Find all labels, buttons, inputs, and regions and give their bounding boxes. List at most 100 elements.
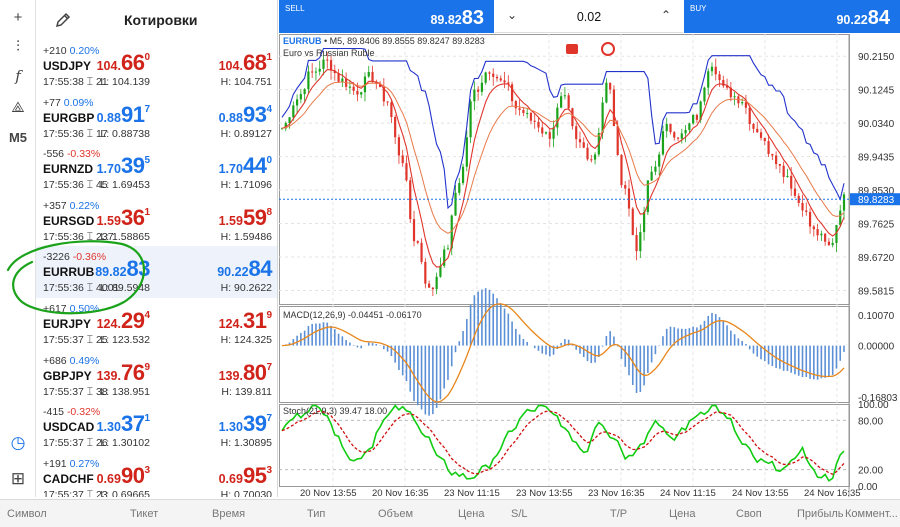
macd-tick-label: 0.10070 [858,311,895,322]
low-value: L: 0.69665 [100,488,150,497]
indicators-icon[interactable]: f [15,67,21,85]
price-pip-digit: 3 [266,464,272,476]
bid-price[interactable]: 104.660 [97,50,150,76]
sell-button[interactable]: SELL 89.8283 [279,0,494,33]
bid-price[interactable]: 89.8283 [95,256,150,282]
candle-body [710,66,714,72]
candle-body [295,99,299,106]
bid-price[interactable]: 124.294 [97,308,150,334]
ask-price[interactable]: 1.30397 [219,411,272,437]
column-header[interactable]: T/P [610,508,628,520]
bid-price[interactable]: 1.70395 [97,153,150,179]
price-prefix: 124. [96,317,121,331]
edit-pencil-icon[interactable] [54,11,72,29]
chart-description: Euro vs Russian Ruble [283,48,375,58]
quote-row[interactable]: +191 0.27% CADCHF 17:55:37 ⌶ 23 0.69903 0.69… [36,453,277,497]
macd-tick-label: 0.00000 [858,342,895,353]
price-pip-digit: 3 [144,464,150,476]
column-header[interactable]: Время [212,508,246,520]
price-big-digits: 66 [120,50,145,75]
price-big-digits: 68 [242,50,267,75]
change-percent: 0.50% [69,303,100,315]
add-window-icon[interactable]: ⊞ [10,469,26,488]
quote-row[interactable]: -3226 -0.36% EURRUB 17:55:36 ⌶ 4001 89.8283… [36,246,277,299]
candlestick-chart-icon[interactable]: ⫶ [16,37,20,55]
buy-button[interactable]: BUY 90.2284 [684,0,900,33]
candle-body [703,87,706,102]
volume-increase-icon[interactable]: ⌃ [660,8,671,22]
ask-price[interactable]: 104.681 [219,50,272,76]
candle-body [601,102,604,133]
ask-price[interactable]: 90.2284 [217,256,272,282]
bid-price[interactable]: 1.30371 [97,411,150,437]
quote-row[interactable]: +77 0.09% EURGBP 17:55:36 ⌶ 17 0.88917 0.889… [36,92,277,144]
column-header[interactable]: Тип [307,508,326,520]
ask-price[interactable]: 124.319 [219,308,272,334]
time-value: 17:55:37 [43,385,84,398]
bid-price[interactable]: 0.88917 [97,102,150,128]
crosshair-icon[interactable]: + [13,8,23,26]
bid-price[interactable]: 1.59361 [97,205,150,231]
column-header[interactable]: Тикет [130,508,159,520]
quote-row[interactable]: +686 0.49% GBPJPY 17:55:37 ⌶ 38 139.769 139.… [36,350,277,402]
candle-body [582,142,585,148]
ask-price[interactable]: 1.70440 [219,153,272,179]
symbol-name: EURJPY [43,317,92,331]
bid-price[interactable]: 0.69903 [97,463,150,489]
quote-row[interactable]: +617 0.50% EURJPY 17:55:37 ⌶ 25 124.294 124.… [36,298,277,350]
fast-ma-line [281,69,845,268]
candle-body [824,233,827,242]
ask-price[interactable]: 0.69953 [219,463,272,489]
high-value: H: 1.71096 [220,179,272,192]
price-chart[interactable]: 90.2150 90.1245 90.0340 89.9435 89.8530 89.76… [279,34,900,497]
change-points: +210 [43,45,67,57]
candle-body [477,89,480,92]
objects-icon[interactable]: ⟁ [11,98,25,116]
volume-value[interactable]: 0.02 [576,10,602,24]
price-prefix: 139. [218,368,243,383]
price-prefix: 1.30 [218,420,243,435]
candle-body [488,72,491,74]
timeframe-button[interactable]: M5 [8,129,28,145]
bid-price[interactable]: 139.769 [97,360,150,386]
time-axis-label: 23 Nov 13:55 [516,488,573,497]
candle-body [484,72,487,83]
low-value: L: 123.532 [100,334,150,346]
column-header[interactable]: Символ [7,508,47,520]
candle-body [529,112,533,121]
analytics-icon[interactable]: ◷ [10,433,26,452]
quote-row[interactable]: +357 0.22% EURSGD 17:55:36 ⌶ 237 1.59361 1.5… [36,195,277,247]
column-header[interactable]: Прибыль [797,508,844,520]
column-header[interactable]: Своп [736,508,762,520]
low-value: L: 0.88738 [100,127,150,140]
change-info: +191 0.27% [43,458,99,470]
ask-price[interactable]: 1.59598 [219,205,272,231]
candle-body [642,212,646,233]
quote-row[interactable]: +210 0.20% USDJPY 17:55:38 ⌶ 21 104.660 104.… [36,40,277,92]
price-pip-digit: 1 [144,206,150,218]
column-header[interactable]: S/L [511,508,528,520]
column-header[interactable]: Коммент... [845,508,898,520]
spread-value: 38 [96,385,108,398]
column-header[interactable]: Цена [458,508,485,520]
candle-body [394,117,397,138]
ask-price[interactable]: 0.88934 [219,102,272,128]
quote-row[interactable]: -556 -0.33% EURNZD 17:55:36 ⌶ 45 1.70395 1.7… [36,143,277,195]
candle-body [816,229,819,236]
low-value: L: 1.69453 [100,179,150,192]
candle-body [329,60,333,71]
chart-area[interactable]: 90.2150 90.1245 90.0340 89.9435 89.8530 89.76… [279,34,900,497]
column-header[interactable]: Цена [669,508,696,520]
change-info: +617 0.50% [43,303,99,315]
candle-body [718,74,721,80]
trade-table-header: Символ Тикет Время Тип Объем Цена S/L T/P Цена Св… [0,499,900,527]
left-toolbar: + ⫶ f ⟁ M5 ◷ ⊞ [0,0,36,497]
candle-body [616,126,619,155]
candle-body [771,153,774,156]
column-header[interactable]: Объем [378,508,414,520]
quote-row[interactable]: -415 -0.32% USDCAD 17:55:37 ⌶ 26 1.30371 1.3… [36,401,277,453]
quotes-header: Котировки [36,0,277,40]
change-points: +191 [43,457,67,470]
volume-decrease-icon[interactable]: ⌄ [507,8,518,22]
ask-price[interactable]: 139.807 [219,360,272,386]
